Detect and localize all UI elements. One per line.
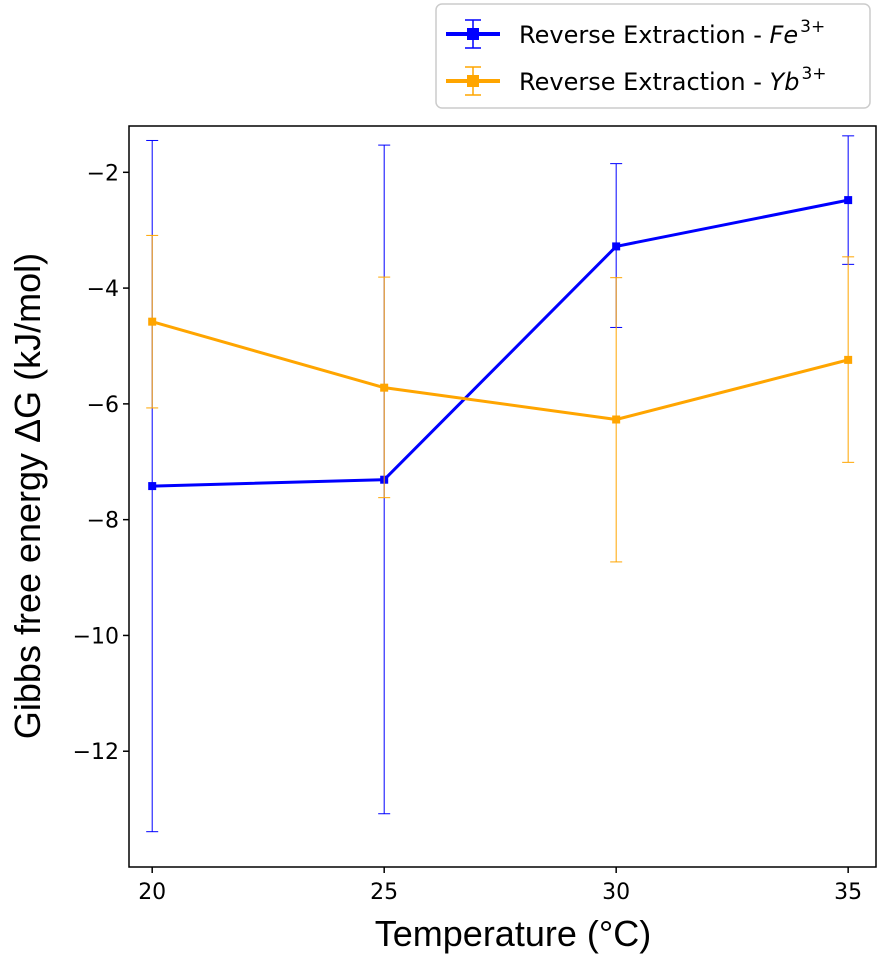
data-point: [612, 415, 621, 424]
legend-entry-1: Reverse Extraction - Yb 3+: [446, 64, 827, 96]
legend-marker: [467, 28, 479, 40]
x-tick-label: 25: [370, 880, 398, 905]
legend-label-text: Reverse Extraction -: [519, 21, 770, 49]
legend-label-ion: Fe: [770, 21, 799, 49]
y-tick-label: −2: [87, 161, 119, 186]
series-line: [151, 320, 849, 422]
series-line: [152, 198, 849, 488]
series-layer: [146, 135, 855, 833]
legend-label: Reverse Extraction - Fe 3+: [519, 17, 825, 49]
legend-label-text: Reverse Extraction -: [519, 68, 770, 96]
y-tick-label: −10: [73, 624, 119, 649]
data-point: [148, 482, 157, 491]
legend-entries: Reverse Extraction - Fe 3+Reverse Extract…: [446, 17, 827, 96]
y-tick-label: −8: [87, 509, 119, 534]
data-point: [612, 242, 621, 251]
legend-label-superscript: 3+: [800, 17, 825, 37]
data-point: [148, 317, 157, 326]
legend-frame: [435, 3, 871, 109]
plot-area-frame: [128, 125, 877, 868]
data-point: [844, 355, 853, 364]
legend-label: Reverse Extraction - Yb 3+: [519, 64, 827, 96]
y-tick-label: −12: [73, 740, 119, 765]
x-tick-label: 35: [834, 880, 862, 905]
x-tick-label: 30: [602, 880, 630, 905]
data-point: [380, 383, 389, 392]
x-axis-title: Temperature (°C): [375, 913, 651, 954]
y-axis-title: Gibbs free energy ΔG (kJ/mol): [7, 253, 48, 739]
y-axis-ticks: −2 −4 −6 −8 −10 −12: [73, 161, 129, 765]
legend-label-ion: Yb: [770, 68, 800, 96]
legend: Reverse Extraction - Fe 3+Reverse Extract…: [435, 3, 871, 109]
y-tick-label: −4: [87, 277, 119, 302]
y-tick-label: −6: [87, 393, 119, 418]
data-point: [844, 196, 853, 205]
x-tick-label: 20: [138, 880, 166, 905]
series-0: [146, 135, 855, 833]
x-axis-ticks: 20 25 30 35: [138, 867, 862, 905]
legend-marker: [467, 75, 479, 87]
legend-entry-0: Reverse Extraction - Fe 3+: [446, 17, 825, 49]
series-1: [146, 234, 855, 563]
legend-label-superscript: 3+: [801, 64, 826, 84]
